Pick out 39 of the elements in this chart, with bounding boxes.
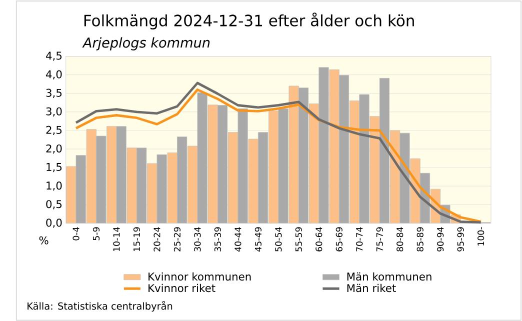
- x-tick-label: 95-99: [457, 227, 464, 252]
- x-tick-label: 75-79: [376, 227, 383, 252]
- y-tick-label: 1,5: [46, 162, 62, 172]
- x-tick-label: 100-: [478, 226, 484, 246]
- x-tick-label: 90-94: [437, 227, 444, 252]
- x-tick-label: 45-49: [254, 227, 262, 252]
- x-tick-label: 60-64: [316, 227, 322, 252]
- y-tick-label: 2,5: [46, 126, 62, 135]
- x-tick-label: 85-89: [416, 227, 424, 252]
- x-tick-label: 5-9: [92, 227, 100, 240]
- x-tick-label: 50-54: [275, 227, 282, 252]
- y-tick-label: 3,5: [46, 88, 62, 98]
- y-tick-label: 1,0: [46, 181, 62, 191]
- x-tick-label: 30-34: [194, 227, 201, 252]
- chart-subtitle: Arjeplogs kommun: [82, 37, 210, 50]
- x-tick-label: 80-84: [396, 227, 404, 252]
- y-tick-label: 4,0: [46, 70, 62, 80]
- y-axis-title: %: [39, 236, 48, 244]
- x-tick-label: 0-4: [72, 227, 80, 240]
- y-tick-label: 3,0: [46, 107, 62, 116]
- x-tick-label: 15-19: [133, 227, 140, 251]
- legend-label: Kvinnor kommunen: [148, 272, 251, 280]
- x-tick-label: 25-29: [174, 227, 181, 252]
- y-tick-label: 2,0: [46, 144, 62, 154]
- y-tick-label: 4,5: [46, 52, 62, 61]
- y-tick-label: 0,5: [46, 200, 62, 210]
- y-tick-label: 0,0: [46, 218, 62, 228]
- x-tick-label: 65-69: [336, 227, 342, 252]
- x-tick-label: 20-24: [154, 227, 160, 252]
- x-tick-label: 35-39: [214, 227, 221, 252]
- legend-label: Män riket: [347, 284, 396, 292]
- x-tick-label: 55-59: [295, 227, 302, 252]
- x-tick-label: 70-74: [356, 227, 363, 252]
- legend-label: Män kommunen: [347, 272, 432, 280]
- x-tick-label: 10-14: [113, 227, 120, 251]
- text: Källa: Statistiska centralbyrån: [28, 300, 172, 312]
- legend-label: Kvinnor riket: [148, 284, 216, 292]
- chart-title: Folkmängd 2024-12-31 efter ålder och kön: [84, 12, 414, 30]
- x-tick-label: 40-44: [234, 227, 242, 252]
